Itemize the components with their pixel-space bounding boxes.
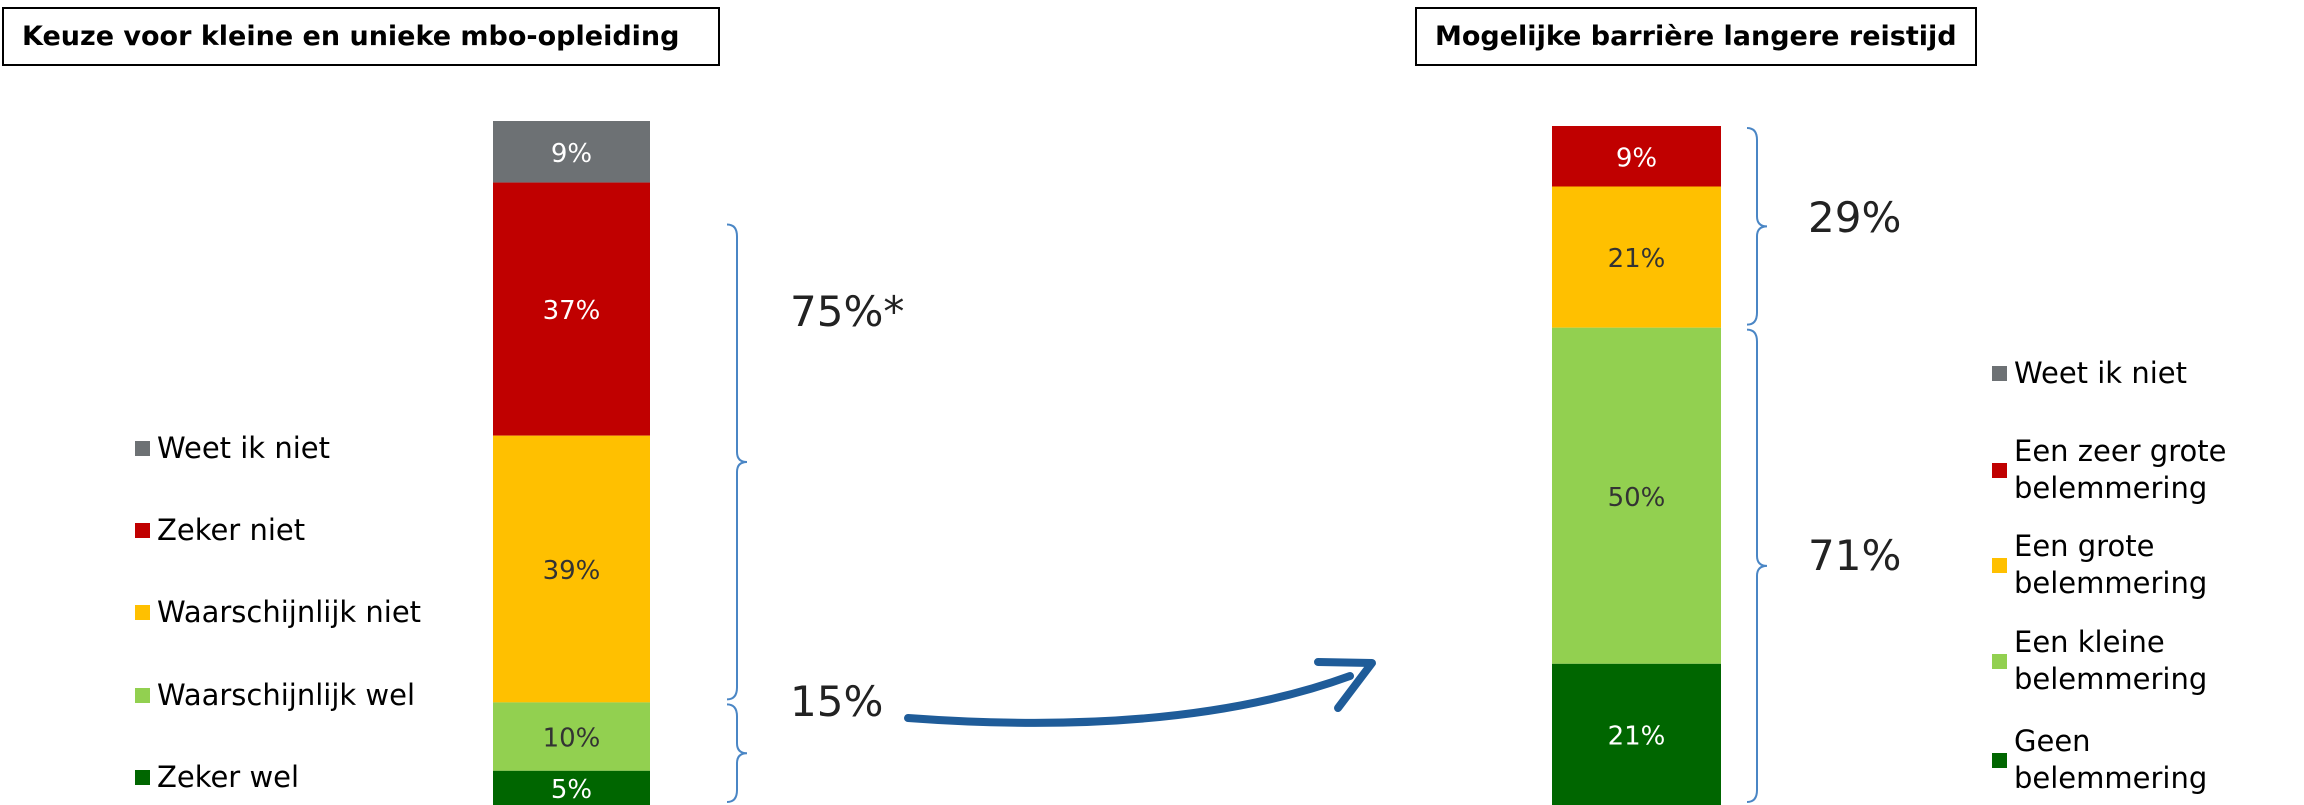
legend-label-1-weet-ik-niet: Weet ik niet xyxy=(2014,356,2187,390)
bar-segment-0-zeker-niet xyxy=(493,182,650,436)
legend-label-1-een-kleine-belemmering: Een kleine belemmering xyxy=(2014,625,2207,696)
bracket-1-0 xyxy=(1746,127,1768,326)
legend-swatch-1-een-grote-belemmering xyxy=(1992,558,2007,573)
bracket-1-1 xyxy=(1746,328,1768,803)
legend-swatch-1-een-kleine-belemmering xyxy=(1992,654,2007,669)
bracket-label-0-0: 75%* xyxy=(790,287,904,336)
legend-swatch-0-waarschijnlijk-niet xyxy=(135,605,150,620)
chart-title-right: Mogelijke barrière langere reistijd xyxy=(1415,7,1977,66)
legend-swatch-0-zeker-wel xyxy=(135,770,150,785)
legend-swatch-1-een-zeer-grote-belemmering xyxy=(1992,463,2007,478)
legend-label-1-geen-belemmering: Geen belemmering xyxy=(2014,724,2207,795)
bar-segment-1-een-grote-belemmering xyxy=(1552,186,1721,328)
data-label-1-een-zeer-grote-belemmering: 9% xyxy=(1616,143,1657,173)
data-label-0-zeker-niet: 37% xyxy=(543,296,601,326)
legend-label-0-waarschijnlijk-wel: Waarschijnlijk wel xyxy=(157,678,415,712)
data-label-0-weet-ik-niet: 9% xyxy=(551,139,592,169)
bar-segment-0-weet-ik-niet xyxy=(493,121,650,183)
bracket-label-0-1: 15% xyxy=(790,677,883,726)
bar-segment-0-zeker-wel xyxy=(493,770,650,805)
data-label-1-een-grote-belemmering: 21% xyxy=(1608,244,1666,274)
bar-segment-1-geen-belemmering xyxy=(1552,663,1721,805)
bracket-0-0 xyxy=(726,223,748,701)
legend-swatch-0-weet-ik-niet xyxy=(135,441,150,456)
bar-segment-0-waarschijnlijk-wel xyxy=(493,702,650,771)
data-label-1-een-kleine-belemmering: 50% xyxy=(1608,483,1666,513)
legend-label-1-een-grote-belemmering: Een grote belemmering xyxy=(2014,529,2207,600)
legend-swatch-1-weet-ik-niet xyxy=(1992,366,2007,381)
data-label-0-waarschijnlijk-niet: 39% xyxy=(543,556,601,586)
bar-segment-1-een-zeer-grote-belemmering xyxy=(1552,126,1721,187)
connector-arrowhead xyxy=(1314,658,1376,712)
legend-swatch-0-waarschijnlijk-wel xyxy=(135,688,150,703)
bracket-label-1-1: 71% xyxy=(1808,531,1901,580)
connector-arrow xyxy=(904,672,1354,727)
bracket-0-1 xyxy=(726,703,748,803)
chart-title-left: Keuze voor kleine en unieke mbo-opleidin… xyxy=(2,7,720,66)
data-label-0-zeker-wel: 5% xyxy=(551,775,592,805)
legend-label-0-zeker-wel: Zeker wel xyxy=(157,760,299,794)
legend-label-1-een-zeer-grote-belemmering: Een zeer grote belemmering xyxy=(2014,434,2226,505)
legend-label-0-waarschijnlijk-niet: Waarschijnlijk niet xyxy=(157,595,421,629)
bar-segment-1-een-kleine-belemmering xyxy=(1552,327,1721,664)
bar-segment-0-waarschijnlijk-niet xyxy=(493,435,650,703)
legend-label-0-zeker-niet: Zeker niet xyxy=(157,513,305,547)
legend-label-0-weet-ik-niet: Weet ik niet xyxy=(157,431,330,465)
data-label-1-geen-belemmering: 21% xyxy=(1608,721,1666,751)
legend-swatch-1-geen-belemmering xyxy=(1992,753,2007,768)
bracket-label-1-0: 29% xyxy=(1808,193,1901,242)
legend-swatch-0-zeker-niet xyxy=(135,523,150,538)
data-label-0-waarschijnlijk-wel: 10% xyxy=(543,724,601,754)
